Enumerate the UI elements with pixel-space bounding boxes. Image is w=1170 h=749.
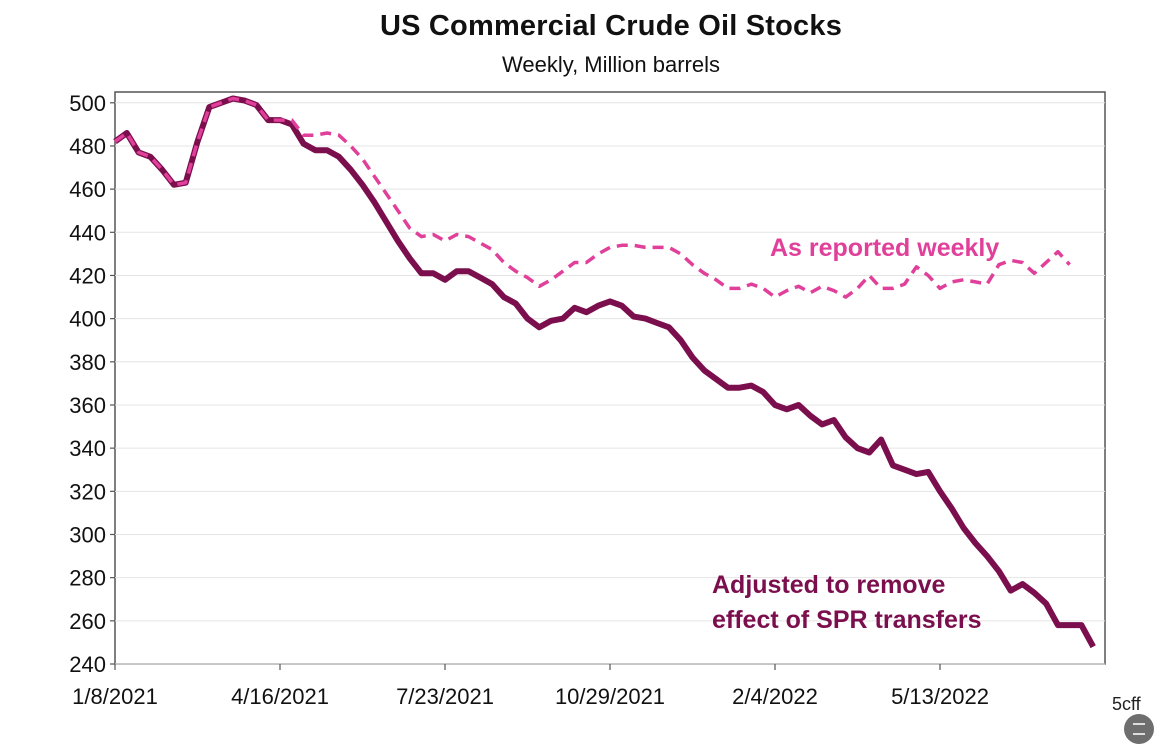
chart-subtitle: Weekly, Million barrels [501, 52, 721, 77]
series-line-as-reported [113, 96, 1071, 299]
menu-badge-icon[interactable] [1124, 714, 1154, 744]
corner-mark: 5cff [1112, 694, 1141, 714]
y-tick-label: 500 [69, 91, 106, 116]
y-tick-label: 340 [69, 436, 106, 461]
y-tick-label: 460 [69, 177, 106, 202]
y-axis-ticks: 500 480 460 440 420 400 380 360 340 320 300 280 260 2… [69, 91, 115, 677]
y-tick-label: 300 [69, 522, 106, 547]
x-tick-label: 4/16/2021 [231, 684, 329, 709]
y-tick-label: 260 [69, 609, 106, 634]
x-tick-label: 5/13/2022 [891, 684, 989, 709]
x-tick-label: 10/29/2021 [555, 684, 665, 709]
y-tick-label: 240 [69, 652, 106, 677]
y-tick-label: 440 [69, 220, 106, 245]
y-tick-label: 360 [69, 393, 106, 418]
x-tick-label: 1/8/2021 [72, 684, 158, 709]
y-tick-label: 380 [69, 350, 106, 375]
y-tick-label: 420 [69, 263, 106, 288]
annotation-adjusted-line1: Adjusted to remove [712, 571, 945, 599]
x-tick-label: 2/4/2022 [732, 684, 818, 709]
y-tick-label: 280 [69, 566, 106, 591]
annotation-as-reported: As reported weekly [770, 234, 999, 262]
y-tick-label: 480 [69, 134, 106, 159]
annotation-adjusted-line2: effect of SPR transfers [712, 606, 982, 634]
series-lines [113, 95, 1096, 649]
x-tick-label: 7/23/2021 [396, 684, 494, 709]
plot-area [114, 91, 1106, 665]
chart-title: US Commercial Crude Oil Stocks [379, 10, 843, 42]
x-axis-ticks: 1/8/2021 4/16/2021 7/23/2021 10/29/2021 2/4/… [72, 664, 989, 709]
y-tick-label: 400 [69, 307, 106, 332]
gridlines [115, 102, 1105, 665]
y-tick-label: 320 [69, 479, 106, 504]
